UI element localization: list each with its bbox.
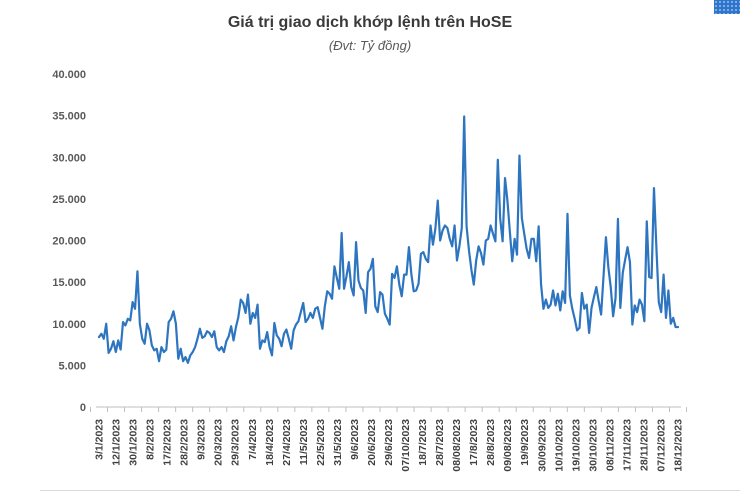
x-axis: 3/1/2023 12/1/2023 30/1/2023 8/2/2023 17/2/2… [94, 419, 685, 472]
x-tick-label: 30/1/2023 [128, 419, 140, 466]
x-tick-label: 20/6/2023 [366, 419, 378, 466]
x-tick-label: 30/10/2023 [587, 419, 599, 472]
y-tick-label: 0 [80, 402, 86, 414]
series-line [97, 115, 680, 364]
y-tick-label: 35.000 [52, 111, 86, 123]
x-tick-label: 3/1/2023 [94, 419, 106, 460]
x-tick-label: 9/3/2023 [196, 419, 208, 460]
x-tick-label: 17/11/2023 [621, 419, 633, 471]
x-tick-label: 30/09/2023 [536, 419, 548, 472]
x-axis-ticks [89, 407, 688, 412]
x-tick-label: 12/1/2023 [111, 419, 123, 466]
x-tick-label: 07/12/2023 [655, 419, 667, 472]
plot-area [97, 115, 680, 364]
x-tick-label: 29/3/2023 [230, 419, 242, 466]
x-tick-label: 27/4/2023 [281, 419, 293, 466]
x-tick-label: 29/6/2023 [383, 419, 395, 466]
x-tick-label: 28/7/2023 [434, 419, 446, 466]
x-tick-label: 28/2/2023 [179, 419, 191, 466]
bottom-divider [40, 490, 740, 491]
x-tick-label: 08/11/2023 [604, 419, 616, 471]
y-tick-label: 5.000 [58, 360, 86, 372]
x-tick-label: 28/8/2023 [485, 419, 497, 466]
x-tick-label: 08/08/2023 [451, 419, 463, 472]
y-tick-label: 15.000 [52, 277, 86, 289]
y-tick-label: 10.000 [52, 319, 86, 331]
x-tick-label: 19/9/2023 [519, 419, 531, 466]
x-tick-label: 22/5/2023 [315, 419, 327, 466]
chart-subtitle: (Đvt: Tỷ đồng) [328, 38, 412, 53]
x-tick-label: 17/2/2023 [162, 419, 174, 466]
y-tick-label: 30.000 [52, 152, 86, 164]
x-tick-label: 20/3/2023 [213, 419, 225, 466]
x-tick-label: 18/12/2023 [673, 419, 685, 472]
x-tick-label: 10/10/2023 [553, 419, 565, 472]
y-tick-label: 40.000 [52, 69, 86, 81]
x-tick-label: 11/5/2023 [298, 419, 310, 465]
y-axis: 0 5.000 10.000 15.000 20.000 25.000 30.000 35.0… [52, 69, 86, 414]
x-tick-label: 19/10/2023 [570, 419, 582, 472]
x-tick-label: 9/6/2023 [349, 419, 361, 460]
y-tick-label: 25.000 [52, 194, 86, 206]
x-tick-label: 28/11/2023 [638, 419, 650, 471]
corner-brand-mark [714, 0, 740, 14]
x-tick-label: 18/7/2023 [417, 419, 429, 466]
x-tick-label: 17/8/2023 [468, 419, 480, 466]
x-tick-label: 8/2/2023 [145, 419, 157, 460]
chart-title: Giá trị giao dịch khớp lệnh trên HoSE [227, 14, 513, 31]
x-tick-label: 31/5/2023 [332, 419, 344, 466]
y-tick-label: 20.000 [52, 236, 86, 248]
x-tick-label: 07/10/2023 [400, 419, 412, 472]
x-tick-label: 7/4/2023 [247, 419, 259, 460]
x-tick-label: 18/4/2023 [264, 419, 276, 466]
x-tick-label: 09/08/2023 [502, 419, 514, 472]
